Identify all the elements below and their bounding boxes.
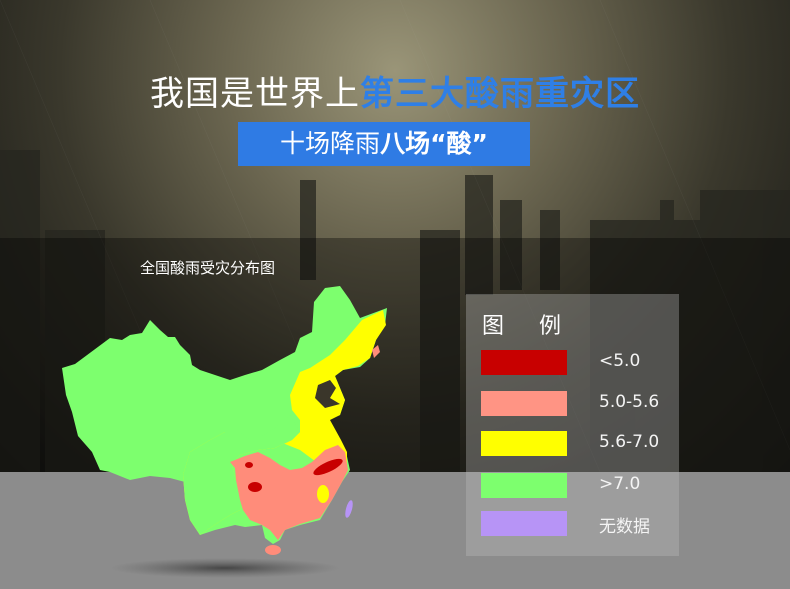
region-gt7-central [183,415,300,535]
region-lt5-east [313,458,343,476]
region-lt5-small [245,462,253,468]
legend-panel: 图 例 <5.0 5.0-5.6 5.6-7.0 >7.0 无数据 [466,294,679,556]
legend-swatch [481,350,567,375]
legend-swatch [481,431,567,456]
title-highlight: 第三大酸雨重灾区 [360,74,640,114]
legend-title: 图 例 [482,314,575,339]
page-title: 我国是世界上第三大酸雨重灾区 [0,66,790,115]
legend-label: 无数据 [599,517,650,537]
bohai-sea [315,380,340,408]
legend-item-5to5_6: 5.0-5.6 [481,391,681,417]
legend-item-nodata: 无数据 [481,511,681,537]
subtitle-bold: 八场“酸” [380,129,488,158]
legend-label: <5.0 [599,351,641,371]
legend-item-gt7: >7.0 [481,473,681,499]
region-5to5_6-east [372,345,380,358]
legend-label: >7.0 [599,474,641,494]
title-plain: 我国是世界上 [150,74,360,114]
map-title: 全国酸雨受灾分布图 [140,259,276,277]
subtitle-banner: 十场降雨八场“酸” [238,122,530,166]
legend-label: 5.6-7.0 [599,432,660,452]
map-shadow [110,558,340,578]
region-5_6to7-fujian [317,485,329,503]
subtitle-plain: 十场降雨 [280,129,381,158]
region-5to5_6-hainan [265,545,281,555]
cityscape-silhouette [0,150,790,472]
legend-swatch [481,511,567,536]
legend-swatch [481,473,567,498]
legend-label: 5.0-5.6 [599,392,660,412]
region-lt5-central [248,482,262,492]
region-nodata-taiwan [345,500,353,518]
legend-item-lt5: <5.0 [481,350,681,376]
legend-item-5_6to7: 5.6-7.0 [481,431,681,457]
legend-swatch [481,391,567,416]
